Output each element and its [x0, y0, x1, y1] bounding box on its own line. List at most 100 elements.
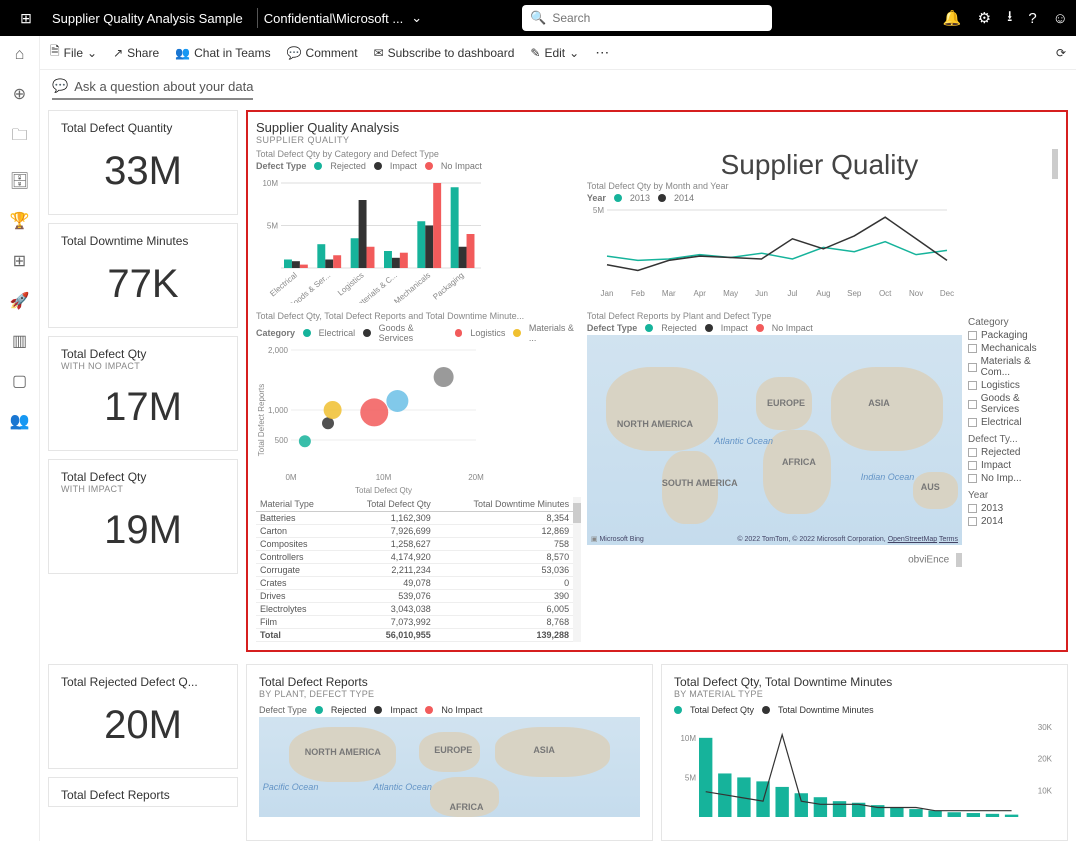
filter-checkbox[interactable]: 2013	[968, 503, 1058, 514]
subscribe-button[interactable]: ✉ Subscribe to dashboard	[374, 46, 515, 60]
svg-text:20K: 20K	[1038, 755, 1053, 764]
apps-icon[interactable]: ⊞	[13, 251, 26, 271]
pinned-subtitle: SUPPLIER QUALITY	[256, 135, 1058, 145]
svg-text:Jan: Jan	[600, 289, 613, 298]
svg-text:20M: 20M	[468, 473, 484, 482]
search-icon: 🔍	[530, 10, 546, 26]
svg-text:Total Defect Reports: Total Defect Reports	[257, 384, 266, 456]
filter-checkbox[interactable]: Rejected	[968, 447, 1058, 458]
filter-checkbox[interactable]: Electrical	[968, 417, 1058, 428]
feedback-icon[interactable]: ☺	[1053, 10, 1068, 27]
datahub-icon[interactable]: 🗄	[9, 171, 29, 191]
svg-text:Total Defect Qty: Total Defect Qty	[355, 486, 412, 495]
brand-label: obviEnce	[908, 555, 949, 566]
svg-text:5M: 5M	[593, 206, 604, 215]
line-chart-svg: 5MJanFebMarAprMayJunJulAugSepOctNovDec	[587, 205, 957, 300]
app-launcher-icon[interactable]: ⊞	[8, 10, 44, 27]
filter-checkbox[interactable]: Packaging	[968, 330, 1058, 341]
svg-text:0M: 0M	[285, 473, 296, 482]
refresh-button[interactable]: ⟳	[1056, 46, 1066, 60]
pinned-report-tile[interactable]: Supplier Quality Analysis SUPPLIER QUALI…	[246, 110, 1068, 652]
tile-defect-impact[interactable]: Total Defect Qty WITH IMPACT 19M	[48, 459, 238, 574]
svg-text:Jun: Jun	[755, 289, 768, 298]
svg-text:10M: 10M	[376, 473, 392, 482]
kpi-tiles: Total Defect Quantity 33M Total Downtime…	[48, 110, 238, 652]
svg-text:5M: 5M	[267, 222, 278, 231]
svg-text:10K: 10K	[1038, 786, 1053, 795]
more-menu[interactable]: ⋯	[595, 44, 610, 61]
workspace-name: Confidential\Microsoft ...	[264, 11, 403, 26]
edit-menu[interactable]: ✎ Edit ⌄	[530, 46, 579, 60]
search-box[interactable]: 🔍	[522, 5, 772, 31]
download-icon[interactable]: ⭳	[1007, 6, 1012, 31]
svg-text:2,000: 2,000	[268, 346, 289, 355]
svg-text:Aug: Aug	[816, 289, 830, 298]
scroll-thumb-icon[interactable]	[1052, 149, 1058, 179]
workspace-dropdown[interactable]: Confidential\Microsoft ... ⌄	[264, 10, 422, 26]
filter-panel: Category PackagingMechanicalsMaterials &…	[968, 311, 1058, 642]
tile-defect-reports[interactable]: Total Defect Reports	[48, 777, 238, 807]
svg-text:10M: 10M	[262, 179, 278, 188]
tile-rejected-defect[interactable]: Total Rejected Defect Q... 20M	[48, 664, 238, 769]
deploy-icon[interactable]: 🚀	[10, 291, 30, 311]
chevron-down-icon: ⌄	[411, 10, 422, 26]
metrics-icon[interactable]: 🏆	[10, 211, 30, 231]
world-map[interactable]: NORTH AMERICA SOUTH AMERICA EUROPE AFRIC…	[587, 335, 962, 545]
filter-checkbox[interactable]: Materials & Com...	[968, 356, 1058, 378]
filter-checkbox[interactable]: Goods & Services	[968, 393, 1058, 415]
tile-defect-noimpact[interactable]: Total Defect Qty WITH NO IMPACT 17M	[48, 336, 238, 451]
svg-text:Mar: Mar	[662, 289, 676, 298]
filter-checkbox[interactable]: No Imp...	[968, 473, 1058, 484]
svg-text:Logistics: Logistics	[336, 271, 366, 298]
command-bar: 🗎 File ⌄ ↗ Share 👥 Chat in Teams 💬 Comme…	[40, 36, 1076, 70]
table-scroll-thumb[interactable]	[573, 503, 581, 523]
report-heading: Supplier Quality	[587, 149, 1052, 181]
learn-icon[interactable]: ▥	[12, 331, 27, 351]
chat-icon: 💬	[52, 78, 68, 94]
combo-chart-svg: 30K20K10K10M5M	[674, 717, 1054, 827]
svg-text:Mechanicals: Mechanicals	[392, 271, 432, 303]
svg-text:Jul: Jul	[787, 289, 797, 298]
qa-input[interactable]: 💬 Ask a question about your data	[52, 78, 253, 100]
help-icon[interactable]: ?	[1028, 10, 1036, 27]
share-button[interactable]: ↗ Share	[113, 46, 159, 60]
settings-icon[interactable]: ⚙	[978, 9, 991, 27]
top-bar: ⊞ Supplier Quality Analysis Sample Confi…	[0, 0, 1076, 36]
home-icon[interactable]: ⌂	[15, 46, 25, 64]
pinned-title: Supplier Quality Analysis	[256, 120, 1058, 135]
scatter-chart-svg: 5001,0002,000Total Defect Reports0M10M20…	[256, 345, 486, 495]
tile-defect-reports-map[interactable]: Total Defect Reports BY PLANT, DEFECT TY…	[246, 664, 653, 841]
people-icon[interactable]: 👥	[10, 411, 30, 431]
filter-checkbox[interactable]: 2014	[968, 516, 1058, 527]
tile-total-downtime[interactable]: Total Downtime Minutes 77K	[48, 223, 238, 328]
filter-checkbox[interactable]: Impact	[968, 460, 1058, 471]
svg-text:Oct: Oct	[879, 289, 892, 298]
svg-text:5M: 5M	[685, 773, 696, 782]
bar-chart[interactable]: Total Defect Qty by Category and Defect …	[256, 149, 581, 305]
svg-text:10M: 10M	[680, 734, 696, 743]
search-input[interactable]	[552, 11, 764, 25]
material-table[interactable]: Material TypeTotal Defect QtyTotal Downt…	[256, 497, 573, 642]
svg-text:Electrical: Electrical	[268, 270, 299, 298]
bar-chart-svg: 5M10MElectricalGoods & Ser...LogisticsMa…	[256, 173, 486, 303]
left-nav: ⌂ ⊕ 🗀 🗄 🏆 ⊞ 🚀 ▥ ▢ 👥	[0, 36, 40, 841]
tile-total-defect-qty[interactable]: Total Defect Quantity 33M	[48, 110, 238, 215]
create-icon[interactable]: ⊕	[13, 84, 26, 104]
svg-text:500: 500	[275, 436, 289, 445]
chat-teams-button[interactable]: 👥 Chat in Teams	[175, 46, 270, 60]
bottom-map[interactable]: NORTH AMERICA EUROPE ASIA AFRICA Pacific…	[259, 717, 640, 817]
svg-text:May: May	[723, 289, 738, 298]
notifications-icon[interactable]: 🔔	[943, 9, 962, 27]
file-menu[interactable]: 🗎 File ⌄	[50, 42, 97, 63]
filter-checkbox[interactable]: Mechanicals	[968, 343, 1058, 354]
filter-checkbox[interactable]: Logistics	[968, 380, 1058, 391]
comment-button[interactable]: 💬 Comment	[287, 46, 358, 60]
svg-text:Dec: Dec	[940, 289, 954, 298]
svg-text:Feb: Feb	[631, 289, 645, 298]
workspace-icon[interactable]: ▢	[12, 371, 27, 391]
dashboard-title: Supplier Quality Analysis Sample	[44, 11, 251, 26]
browse-icon[interactable]: 🗀	[11, 124, 27, 151]
svg-text:Packaging: Packaging	[431, 271, 465, 302]
svg-text:Sep: Sep	[847, 289, 862, 298]
tile-defect-downtime-combo[interactable]: Total Defect Qty, Total Downtime Minutes…	[661, 664, 1068, 841]
